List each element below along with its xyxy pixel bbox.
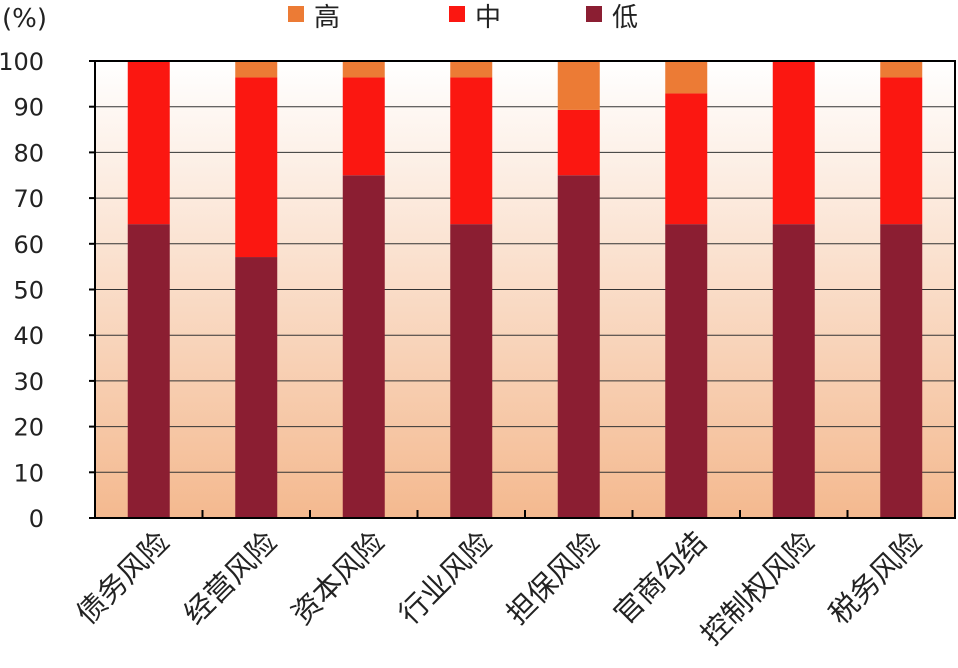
bar-segment (450, 77, 493, 225)
bar-segment (342, 77, 385, 176)
x-category-label: 行业风险 (392, 525, 498, 631)
y-axis-unit-label: (%) (2, 4, 47, 34)
y-tick-label: 40 (13, 322, 44, 350)
y-tick-label: 50 (13, 277, 44, 305)
legend-label: 中 (475, 3, 501, 33)
x-category-label: 资本风险 (285, 525, 391, 631)
legend-label: 低 (612, 3, 638, 33)
legend-label: 高 (314, 3, 340, 33)
bar-segment (342, 175, 385, 518)
y-axis-tick-labels: 0 10 20 30 40 50 60 70 80 90 100 (0, 48, 44, 533)
bar-segment (342, 61, 385, 78)
y-tick-label: 0 (29, 505, 44, 533)
x-category-label: 控制权风险 (694, 525, 821, 652)
bar-segment (772, 224, 815, 519)
y-tick-label: 20 (13, 414, 44, 442)
y-tick-label: 70 (13, 185, 44, 213)
bar-segment (450, 224, 493, 519)
y-tick-label: 90 (13, 94, 44, 122)
y-tick-label: 80 (13, 139, 44, 167)
bar-segment (665, 61, 708, 94)
bar-segment (880, 77, 923, 225)
bar-segment (880, 224, 923, 519)
bar-segment (127, 224, 170, 519)
x-category-label: 担保风险 (500, 525, 606, 631)
y-tick-label: 60 (13, 231, 44, 259)
axes (94, 60, 956, 519)
bar-segment (127, 61, 170, 225)
x-category-label: 税务风险 (822, 525, 928, 631)
legend-swatch (449, 6, 465, 22)
bar-segment (450, 61, 493, 78)
x-category-label: 债务风险 (70, 525, 176, 631)
bar-segment (235, 61, 278, 78)
legend-swatch (586, 6, 602, 22)
bar-segment (235, 257, 278, 518)
bar-segment (557, 175, 600, 518)
x-category-label: 经营风险 (177, 525, 283, 631)
y-tick-label: 10 (13, 459, 44, 487)
bar-segment (557, 109, 600, 176)
bar-segment (235, 77, 278, 258)
legend-swatch (288, 6, 304, 22)
x-category-label: 官商勾结 (607, 525, 713, 631)
bar-segment (880, 61, 923, 78)
legend: 高中低 (288, 3, 638, 33)
bars (127, 61, 923, 519)
bar-segment (665, 224, 708, 519)
y-tick-label: 30 (13, 368, 44, 396)
bar-segment (772, 61, 815, 225)
bar-segment (665, 93, 708, 225)
bar-segment (557, 61, 600, 110)
y-tick-label: 100 (0, 48, 44, 76)
